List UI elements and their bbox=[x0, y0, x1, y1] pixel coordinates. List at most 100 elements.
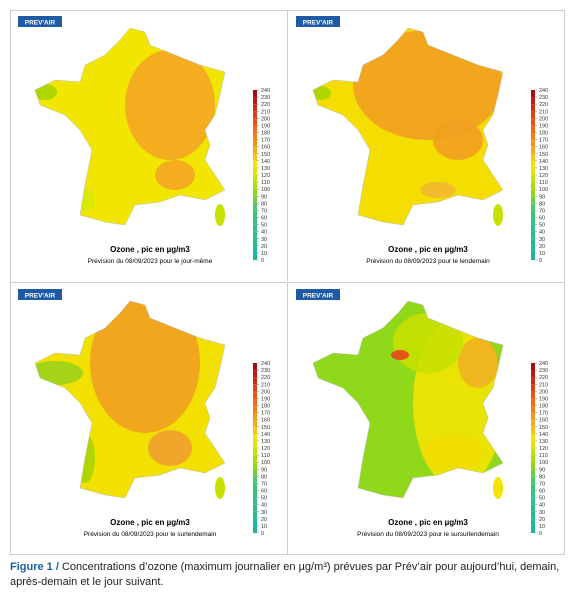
colorbar-label: 220 bbox=[261, 102, 270, 108]
colorbar-swatch bbox=[253, 111, 257, 119]
colorbar-label: 90 bbox=[539, 467, 545, 473]
colorbar-label: 20 bbox=[539, 517, 545, 523]
colorbar-label: 240 bbox=[261, 88, 270, 94]
colorbar-label: 170 bbox=[539, 138, 548, 144]
colorbar-swatch bbox=[531, 504, 535, 512]
logo: PREV'AIR bbox=[25, 20, 56, 27]
colorbar-swatch bbox=[253, 490, 257, 498]
colorbar-swatch bbox=[531, 104, 535, 112]
colorbar-label: 140 bbox=[539, 159, 548, 165]
logo: PREV'AIR bbox=[25, 293, 56, 300]
colorbar-swatch bbox=[253, 398, 257, 406]
colorbar-label: 190 bbox=[261, 123, 270, 129]
region bbox=[420, 182, 456, 198]
colorbar-swatch bbox=[253, 118, 257, 126]
colorbar-label: 230 bbox=[261, 95, 270, 101]
colorbar-label: 110 bbox=[261, 180, 270, 186]
colorbar-label: 20 bbox=[261, 517, 267, 523]
colorbar-label: 130 bbox=[261, 439, 270, 445]
panel-title: Ozone , pic en µg/m3 bbox=[388, 245, 468, 254]
colorbar-label: 30 bbox=[539, 237, 545, 243]
corsica bbox=[493, 477, 503, 499]
colorbar-label: 30 bbox=[539, 510, 545, 516]
colorbar-swatch bbox=[531, 111, 535, 119]
colorbar-swatch bbox=[253, 440, 257, 448]
colorbar-swatch bbox=[253, 238, 257, 246]
map bbox=[313, 28, 503, 225]
region bbox=[313, 86, 331, 100]
colorbar-swatch bbox=[253, 504, 257, 512]
corsica bbox=[493, 204, 503, 226]
map-panel: PREV'AIR01020304050607080901001101201301… bbox=[287, 10, 548, 281]
colorbar-label: 60 bbox=[539, 489, 545, 495]
colorbar-swatch bbox=[253, 433, 257, 441]
colorbar-swatch bbox=[531, 231, 535, 239]
colorbar-label: 100 bbox=[539, 460, 548, 466]
colorbar-label: 40 bbox=[539, 230, 545, 236]
colorbar-swatch bbox=[531, 182, 535, 190]
colorbar-label: 240 bbox=[539, 361, 548, 367]
colorbar-swatch bbox=[253, 462, 257, 470]
colorbar-swatch bbox=[253, 518, 257, 526]
colorbar-label: 20 bbox=[539, 244, 545, 250]
colorbar-label: 180 bbox=[539, 404, 548, 410]
colorbar-label: 130 bbox=[539, 439, 548, 445]
colorbar-label: 0 bbox=[539, 258, 542, 264]
colorbar-label: 70 bbox=[261, 208, 267, 214]
colorbar-label: 160 bbox=[539, 145, 548, 151]
colorbar-swatch bbox=[531, 469, 535, 477]
colorbar-label: 100 bbox=[261, 187, 270, 193]
region bbox=[393, 313, 463, 373]
colorbar-swatch bbox=[531, 483, 535, 491]
colorbar-label: 230 bbox=[539, 368, 548, 374]
colorbar-swatch bbox=[531, 132, 535, 140]
colorbar-swatch bbox=[253, 203, 257, 211]
colorbar-label: 90 bbox=[261, 467, 267, 473]
colorbar-label: 220 bbox=[539, 102, 548, 108]
map-panel: PREV'AIR01020304050607080901001101201301… bbox=[10, 282, 286, 538]
colorbar-swatch bbox=[253, 419, 257, 427]
panel-title: Ozone , pic en µg/m3 bbox=[388, 518, 468, 527]
corsica bbox=[215, 477, 225, 499]
colorbar-swatch bbox=[531, 455, 535, 463]
caption-text: Concentrations d’ozone (maximum journali… bbox=[10, 561, 560, 588]
colorbar-swatch bbox=[531, 405, 535, 413]
colorbar-label: 60 bbox=[261, 216, 267, 222]
colorbar-label: 150 bbox=[539, 152, 548, 158]
colorbar-swatch bbox=[253, 160, 257, 168]
colorbar-swatch bbox=[531, 196, 535, 204]
logo-box bbox=[296, 16, 340, 27]
colorbar-swatch bbox=[531, 189, 535, 197]
colorbar-swatch bbox=[253, 196, 257, 204]
colorbar-label: 40 bbox=[261, 503, 267, 509]
colorbar-label: 220 bbox=[539, 375, 548, 381]
colorbar-swatch bbox=[531, 419, 535, 427]
colorbar-label: 140 bbox=[261, 159, 270, 165]
colorbar-label: 0 bbox=[539, 531, 542, 537]
colorbar-swatch bbox=[531, 525, 535, 533]
colorbar-label: 90 bbox=[261, 194, 267, 200]
colorbar-swatch bbox=[253, 125, 257, 133]
colorbar-label: 110 bbox=[261, 453, 270, 459]
panel-subtitle: Prévision du 08/09/2023 pour le sursurle… bbox=[357, 531, 499, 538]
region bbox=[35, 84, 57, 100]
colorbar-swatch bbox=[531, 238, 535, 246]
colorbar-swatch bbox=[531, 377, 535, 385]
colorbar-label: 10 bbox=[261, 251, 267, 257]
colorbar-swatch bbox=[531, 462, 535, 470]
logo-box bbox=[296, 289, 340, 300]
border bbox=[312, 27, 504, 226]
colorbar-swatch bbox=[531, 139, 535, 147]
colorbar-swatch bbox=[253, 245, 257, 253]
colorbar-swatch bbox=[531, 398, 535, 406]
colorbar-label: 190 bbox=[261, 396, 270, 402]
colorbar-label: 50 bbox=[539, 223, 545, 229]
region bbox=[353, 30, 503, 140]
colorbar-label: 110 bbox=[539, 453, 548, 459]
panel-title: Ozone , pic en µg/m3 bbox=[110, 518, 190, 527]
border bbox=[312, 300, 504, 499]
colorbar-label: 110 bbox=[539, 180, 548, 186]
colorbar-label: 230 bbox=[539, 95, 548, 101]
colorbar-label: 140 bbox=[261, 432, 270, 438]
